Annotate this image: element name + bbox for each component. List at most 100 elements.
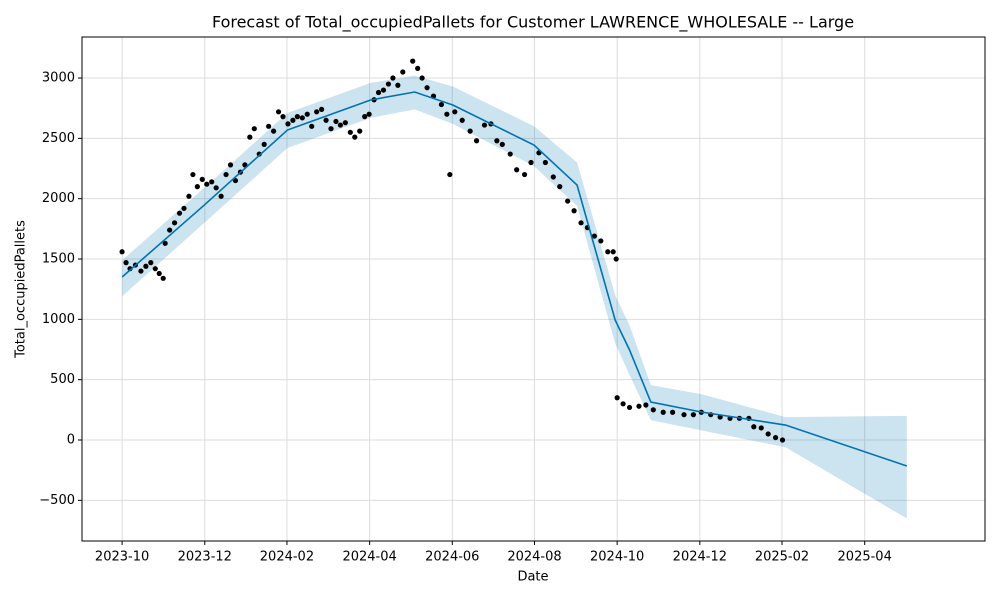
observed-point — [362, 114, 368, 120]
observed-point — [419, 75, 425, 81]
observed-point — [610, 249, 616, 255]
observed-point — [319, 106, 325, 112]
observed-point — [473, 138, 480, 144]
observed-point — [765, 431, 771, 437]
observed-point — [190, 171, 196, 178]
observed-point — [591, 233, 597, 239]
y-tick-label: 1500 — [42, 252, 75, 267]
observed-point — [194, 184, 200, 190]
x-tick-label: 2024-02 — [260, 550, 314, 565]
observed-point — [347, 129, 353, 135]
observed-point — [380, 87, 387, 93]
observed-point — [275, 109, 282, 115]
observed-point — [309, 123, 315, 129]
observed-point — [247, 134, 253, 140]
observed-point — [452, 109, 458, 115]
observed-point — [598, 238, 604, 244]
y-axis-label: Total_occupiedPallets — [14, 220, 29, 359]
observed-point — [314, 109, 320, 115]
y-tick-label: 1000 — [42, 312, 75, 327]
observed-point — [227, 162, 234, 168]
observed-point — [605, 249, 611, 255]
observed-point — [614, 395, 620, 401]
observed-point — [681, 412, 687, 418]
x-tick-label: 2024-08 — [507, 550, 561, 565]
observed-point — [375, 89, 382, 96]
y-tick-label: 0 — [67, 433, 75, 448]
observed-point — [528, 159, 534, 166]
observed-point — [565, 198, 571, 204]
observed-point — [395, 82, 401, 88]
forecast-line — [121, 91, 908, 467]
observed-point — [613, 256, 619, 262]
observed-point — [352, 134, 358, 140]
observed-point — [636, 403, 642, 409]
observed-point — [459, 117, 465, 123]
observed-point — [385, 81, 392, 87]
observed-point — [481, 122, 488, 128]
observed-point — [337, 122, 344, 128]
observed-point — [779, 437, 786, 443]
observed-point — [772, 434, 779, 441]
chart-title: Forecast of Total_occupiedPallets for Cu… — [212, 13, 854, 33]
observed-point — [514, 167, 520, 173]
observed-point — [690, 412, 697, 418]
observed-point — [467, 128, 473, 134]
observed-point — [160, 275, 166, 281]
x-tick-label: 2025-02 — [755, 550, 809, 565]
observed-point — [410, 58, 416, 64]
observed-point — [152, 266, 158, 272]
observed-point — [499, 141, 505, 147]
y-tick-label: 2000 — [42, 191, 75, 206]
observed-point — [186, 193, 192, 199]
observed-point — [507, 151, 513, 157]
observed-point — [199, 176, 205, 182]
observed-point — [557, 184, 563, 190]
plot-frame — [81, 36, 986, 542]
observed-point — [294, 114, 300, 120]
observed-point — [270, 128, 277, 134]
observed-point — [143, 263, 149, 269]
observed-point — [643, 402, 649, 408]
observed-point — [251, 126, 257, 132]
x-tick-label: 2025-04 — [838, 550, 892, 565]
x-tick-label: 2024-04 — [342, 550, 396, 565]
observed-point — [670, 409, 676, 415]
observed-point — [328, 126, 334, 132]
observed-point — [290, 117, 296, 123]
observed-point — [299, 115, 305, 121]
observed-point — [223, 171, 229, 178]
observed-point — [213, 185, 219, 191]
observed-point — [171, 220, 178, 226]
observed-point — [660, 409, 666, 415]
observed-point — [333, 118, 339, 125]
observed-point — [266, 123, 272, 129]
y-tick-label: −500 — [39, 493, 75, 508]
observed-point — [304, 111, 310, 117]
x-tick-label: 2024-10 — [590, 550, 644, 565]
observed-point — [650, 407, 656, 413]
observed-point — [138, 268, 144, 274]
observed-point — [447, 171, 453, 178]
observed-point — [176, 210, 183, 216]
observed-point — [494, 138, 500, 144]
observed-point — [758, 425, 764, 431]
x-tick-label: 2024-06 — [425, 550, 479, 565]
observed-point — [542, 159, 548, 166]
observed-point — [357, 128, 363, 134]
observed-point — [204, 181, 210, 187]
y-tick-label: 2500 — [42, 131, 75, 146]
observed-point — [578, 220, 584, 226]
observed-point — [550, 174, 556, 180]
observed-point — [232, 177, 239, 184]
observed-point — [438, 101, 445, 108]
observed-point — [521, 171, 528, 178]
x-tick-label: 2024-12 — [673, 550, 727, 565]
observed-point — [218, 193, 224, 199]
observed-point — [119, 249, 125, 255]
observed-point — [342, 120, 348, 126]
observed-point — [751, 424, 757, 430]
y-tick-label: 500 — [50, 372, 75, 387]
